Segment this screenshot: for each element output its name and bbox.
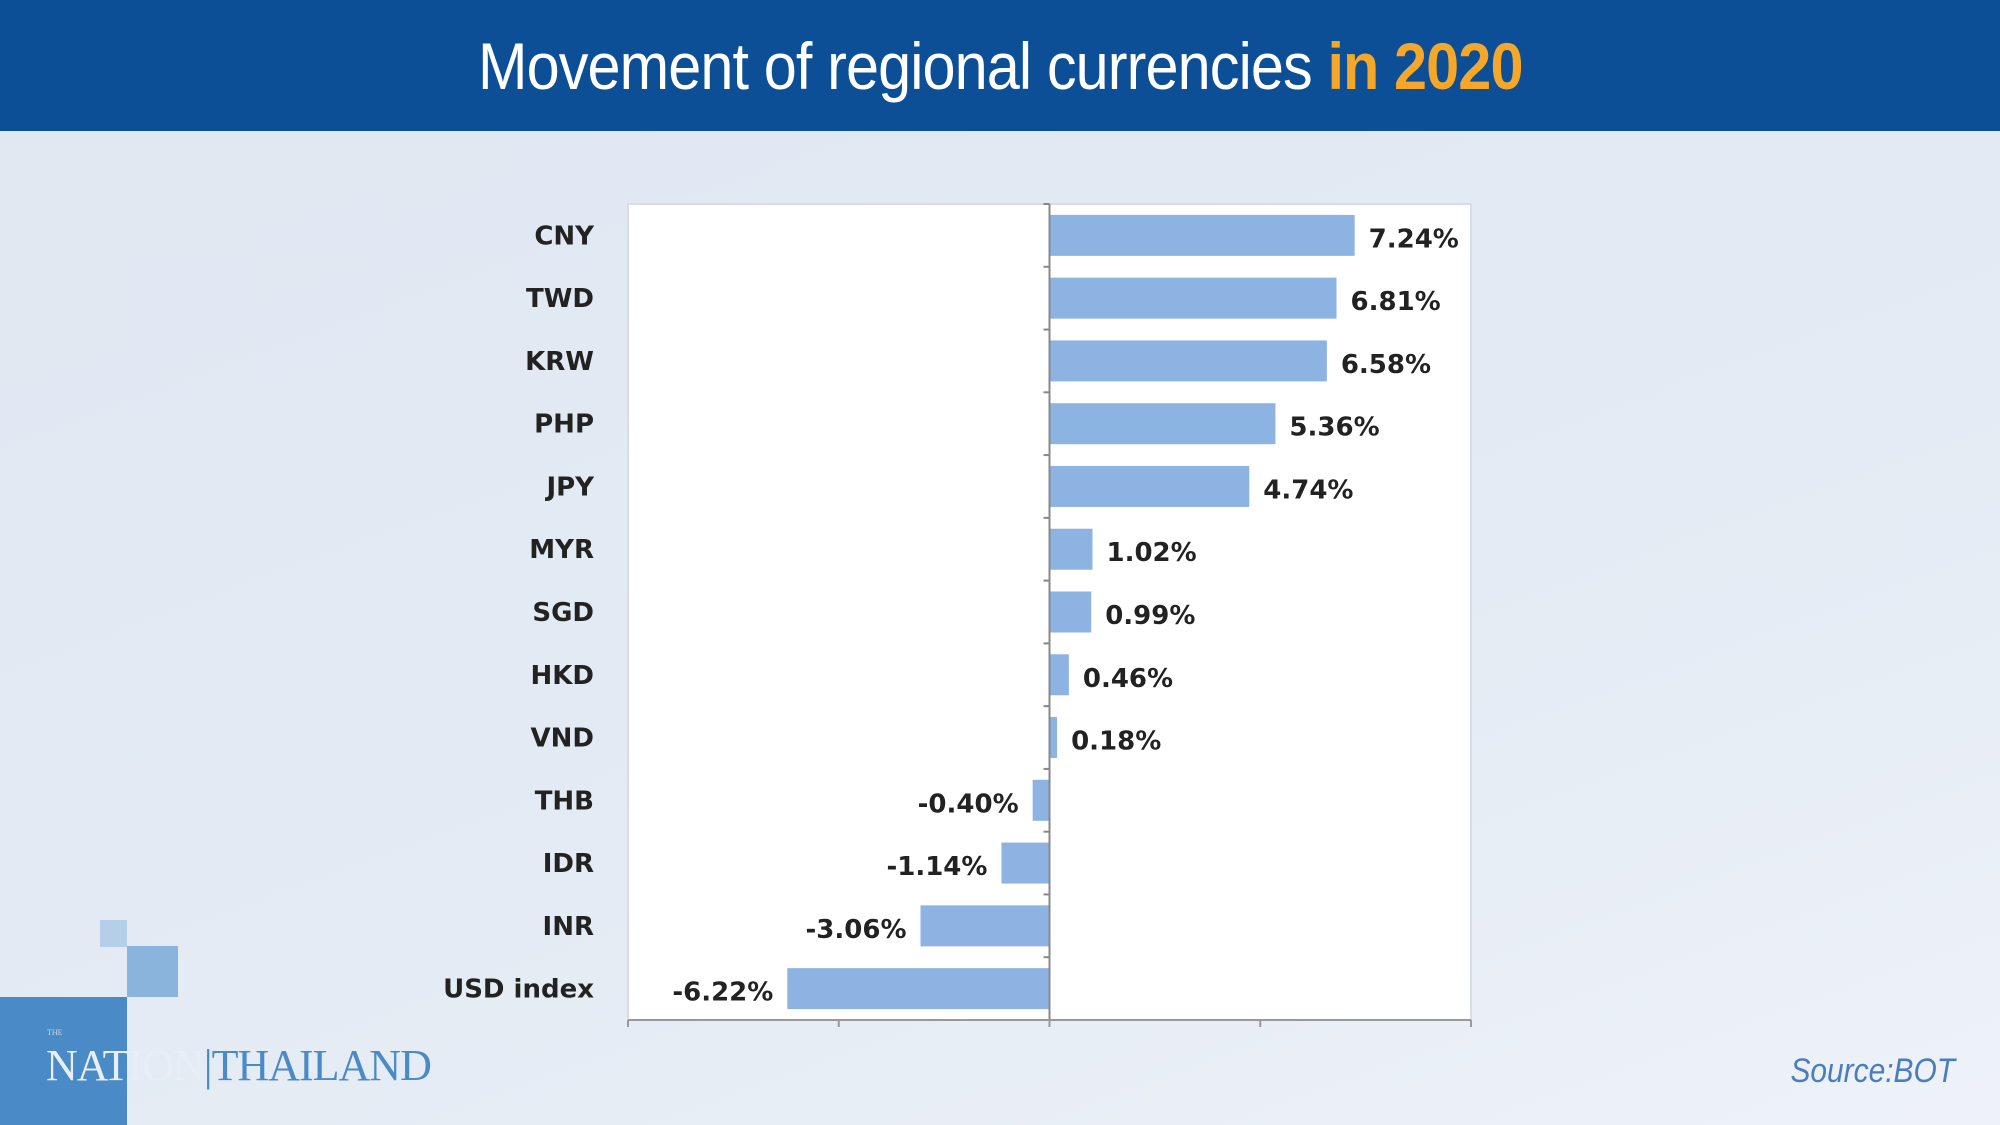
category-label: KRW bbox=[525, 347, 594, 377]
bar-thb bbox=[1032, 779, 1050, 821]
data-label: 0.46% bbox=[1083, 664, 1173, 694]
data-label: 6.58% bbox=[1341, 350, 1431, 380]
data-label: -6.22% bbox=[672, 978, 773, 1008]
bar-php bbox=[1049, 403, 1276, 445]
title-highlight: in 2020 bbox=[1327, 28, 1523, 103]
chart-title: Movement of regional currencies in 2020 bbox=[478, 28, 1523, 104]
category-label: PHP bbox=[534, 410, 594, 440]
data-label: -1.14% bbox=[886, 852, 987, 882]
logo-square-small bbox=[100, 920, 127, 947]
category-label: THB bbox=[535, 786, 594, 816]
logo-nation: NATION bbox=[46, 1041, 205, 1090]
category-label: USD index bbox=[443, 975, 594, 1005]
bar-idr bbox=[1001, 842, 1050, 884]
logo-the: THE bbox=[47, 1028, 63, 1037]
category-label: INR bbox=[543, 912, 594, 942]
logo-thailand: |THAILAND bbox=[203, 1041, 432, 1090]
data-label: -0.40% bbox=[918, 789, 1019, 819]
bar-twd bbox=[1049, 277, 1337, 319]
bar-myr bbox=[1049, 528, 1093, 570]
data-label: 7.24% bbox=[1369, 224, 1459, 254]
category-label: JPY bbox=[544, 472, 595, 502]
bar-hkd bbox=[1049, 654, 1069, 696]
data-label: -3.06% bbox=[806, 915, 907, 945]
data-label: 4.74% bbox=[1263, 475, 1353, 505]
data-label: 0.18% bbox=[1071, 727, 1161, 757]
category-label: CNY bbox=[534, 221, 595, 251]
data-label: 1.02% bbox=[1106, 538, 1196, 568]
bar-krw bbox=[1049, 340, 1327, 382]
data-label: 6.81% bbox=[1351, 287, 1441, 317]
category-label: SGD bbox=[532, 598, 594, 628]
header-banner: Movement of regional currencies in 2020 bbox=[0, 0, 2000, 131]
title-main: Movement of regional currencies bbox=[477, 28, 1313, 103]
category-label: TWD bbox=[526, 284, 594, 314]
logo-square-large bbox=[0, 997, 127, 1125]
bar-usd-index bbox=[787, 968, 1050, 1010]
category-label: VND bbox=[531, 724, 594, 754]
category-label: HKD bbox=[531, 661, 595, 691]
bar-jpy bbox=[1049, 465, 1250, 507]
category-label: IDR bbox=[543, 849, 594, 879]
data-label: 0.99% bbox=[1105, 601, 1195, 631]
logo-square-medium bbox=[127, 946, 178, 997]
category-label: MYR bbox=[529, 535, 594, 565]
source-note: Source:BOT bbox=[1790, 1052, 1955, 1090]
data-label: 5.36% bbox=[1289, 413, 1379, 443]
bar-sgd bbox=[1049, 591, 1092, 633]
bar-vnd bbox=[1049, 717, 1058, 759]
bar-inr bbox=[920, 905, 1050, 947]
bar-cny bbox=[1049, 214, 1355, 256]
